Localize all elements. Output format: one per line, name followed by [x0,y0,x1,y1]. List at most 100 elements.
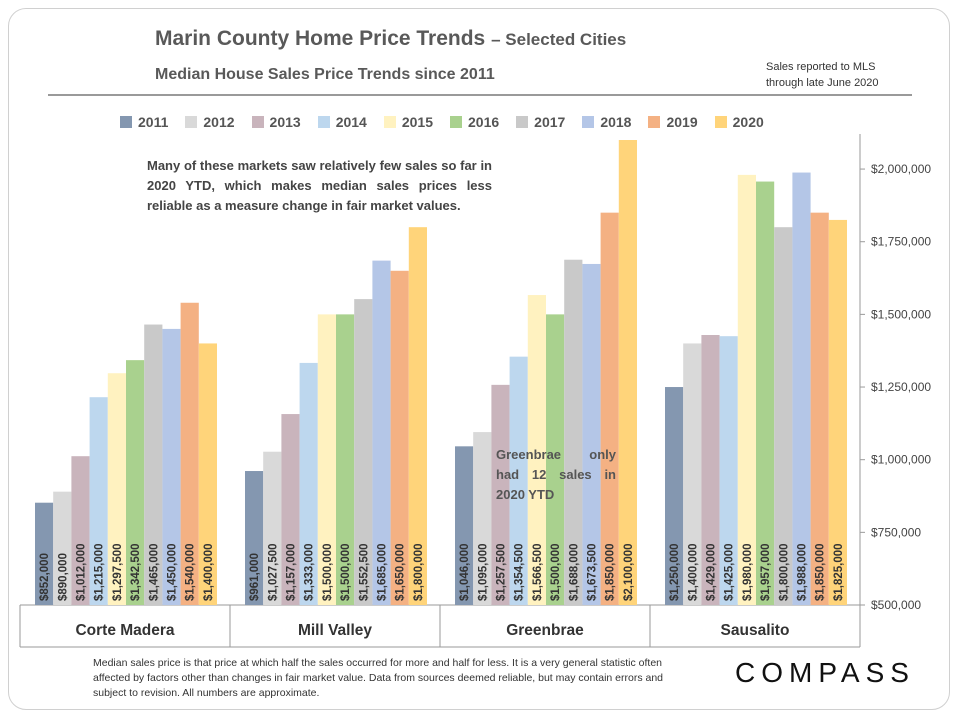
bar-2017 [354,299,373,605]
legend-swatch [648,116,661,128]
bar-value-label: $1,095,000 [477,543,489,601]
y-tick-label: $750,000 [871,525,921,539]
annotation-sales-note: Many of these markets saw relatively few… [147,158,492,213]
bar-value-label: $1,465,000 [148,543,160,601]
annotation-greenbrae: Greenbrae only had 12 sales in 2020 YTD [496,447,616,502]
bar-value-label: $1,552,500 [358,543,370,601]
legend-label: 2016 [468,114,500,130]
bar-value-label: $1,800,000 [413,543,425,601]
legend-item: 2013 [251,114,301,130]
bar-2020 [408,227,427,605]
bar-2011 [665,387,684,605]
legend-item: 2017 [516,114,565,130]
bar-2018 [372,260,391,605]
legend-swatch [120,116,132,128]
title-main: Marin County Home Price Trends [155,27,486,50]
legend-item: 2015 [383,114,433,130]
bar-value-label: $1,012,000 [76,543,88,601]
bar-value-label: $1,157,000 [286,543,298,601]
data-source-note-line1: Sales reported to MLS [766,61,876,73]
bar-value-label: $1,980,000 [742,543,754,601]
bar-2015 [737,174,756,605]
bar-value-label: $1,988,000 [797,543,809,601]
bar-2012 [263,451,282,605]
bar-value-label: $1,046,000 [459,543,471,601]
legend-swatch [450,116,462,128]
legend-label: 2020 [732,114,764,130]
legend-swatch [185,116,198,128]
bar-value-label: $1,650,000 [395,543,407,601]
bar-2014 [509,356,528,605]
bar-value-label: $1,673,500 [587,543,599,601]
y-tick-label: $1,500,000 [871,307,931,321]
bar-value-label: $1,400,000 [203,543,215,601]
bar-2014 [299,362,318,605]
title-suffix: – Selected Cities [491,30,627,49]
bar-value-label: $1,027,500 [267,543,279,601]
legend-label: 2018 [600,114,632,130]
bar-2020 [198,343,217,605]
bar-2012 [53,491,72,605]
bar-2018 [792,172,811,606]
bar-2012 [683,343,702,605]
legend-item: 2019 [648,114,698,130]
bar-2015 [527,295,546,605]
bar-2020 [828,219,847,605]
bar-2020 [618,140,637,605]
legend-item: 2014 [317,114,367,130]
bar-2011 [35,502,54,605]
legend-swatch [251,116,264,128]
bar-value-label: $1,342,500 [130,543,142,601]
y-tick-label: $500,000 [871,598,921,612]
bar-value-label: $1,685,000 [377,543,389,601]
legend-label: 2012 [203,114,235,130]
compass-logo: COMPASS [735,657,915,688]
chart-legend: 2011 2012 2013 2014 2015 2016 2017 2018 2019 2020 [120,114,781,130]
bar-2014 [719,336,738,605]
bar-2014 [89,397,108,605]
bar-value-label: $1,566,500 [532,543,544,601]
bar-value-label: $1,825,000 [833,543,845,601]
bar-value-label: $1,850,000 [605,543,617,601]
bar-2019 [810,212,829,605]
y-tick-label: $1,250,000 [871,380,931,394]
bar-2013 [281,414,300,605]
legend-label: 2017 [534,114,566,130]
y-tick-label: $2,000,000 [871,162,931,176]
chart-title: Marin County Home Price Trends – Selecte… [155,27,626,51]
bar-value-label: $1,800,000 [778,543,790,601]
bar-value-label: $1,333,000 [304,543,316,601]
bar-value-label: $1,500,000 [322,543,334,601]
legend-label: 2019 [666,114,698,130]
legend-item: 2020 [714,114,764,130]
category-label: Corte Madera [75,622,174,639]
legend-swatch [317,116,330,128]
data-source-note-line2: through late June 2020 [766,77,879,89]
bar-value-label: $1,297,500 [112,543,124,601]
bar-value-label: $1,450,000 [167,543,179,601]
bar-value-label: $1,400,000 [687,543,699,601]
bar-2018 [162,328,181,605]
bar-2012 [473,432,492,605]
legend-swatch [582,116,595,128]
category-label: Greenbrae [506,622,584,639]
bar-2015 [107,373,126,605]
bar-2017 [774,227,793,605]
footer-disclaimer: Median sales price is that price at whic… [93,657,664,699]
legend-item: 2018 [582,114,631,130]
bar-2013 [71,456,90,605]
bar-2016 [546,314,565,605]
legend-label: 2011 [138,114,169,130]
category-label: Mill Valley [298,622,372,639]
bar-value-label: $1,250,000 [669,543,681,601]
bar-2019 [390,270,409,605]
legend-swatch [516,116,529,128]
bar-2016 [756,181,775,605]
bar-2019 [180,302,199,605]
bar-2013 [491,384,510,605]
bar-2016 [126,360,145,605]
bar-value-label: $1,425,000 [724,543,736,601]
bar-value-label: $1,500,000 [340,543,352,601]
y-tick-label: $1,000,000 [871,453,931,467]
